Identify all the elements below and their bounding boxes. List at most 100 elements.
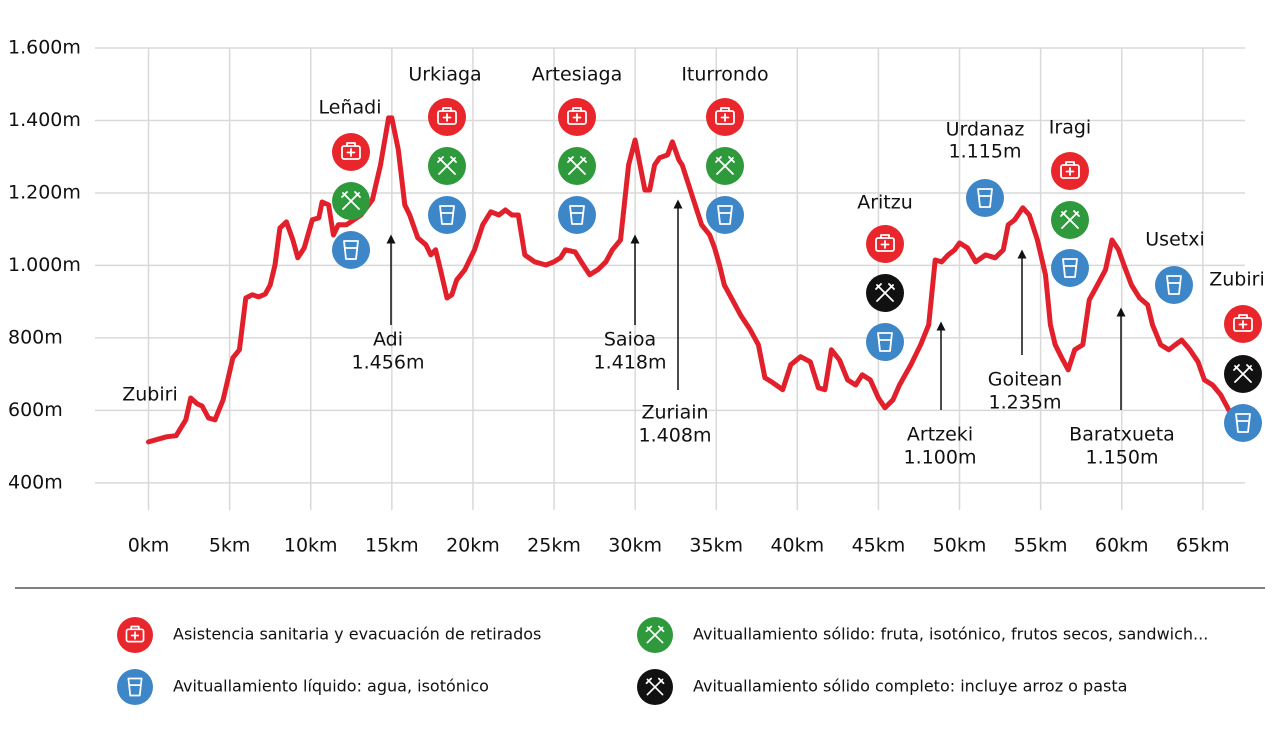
x-tick-label: 35km xyxy=(689,535,743,557)
y-tick-label: 800m xyxy=(8,326,63,348)
y-tick-label: 1.200m xyxy=(8,181,81,203)
x-tick-label: 55km xyxy=(1014,535,1068,557)
icon-glyph xyxy=(977,188,993,208)
service-icon xyxy=(117,617,153,653)
icon-circle xyxy=(428,196,466,234)
service-icon xyxy=(558,98,596,136)
icon-glyph xyxy=(1062,258,1078,278)
station-name: Zubiri xyxy=(122,384,178,406)
peak-elevation: 1.418m xyxy=(594,352,667,374)
peak-elevation: 1.456m xyxy=(352,352,425,374)
station-name: Iragi xyxy=(1049,117,1091,139)
y-tick-label: 600m xyxy=(8,399,63,421)
icon-glyph xyxy=(1060,210,1080,229)
service-icon xyxy=(1051,249,1089,287)
icon-glyph xyxy=(717,205,733,225)
station-elevation: 1.115m xyxy=(949,141,1022,163)
station-name: Iturrondo xyxy=(681,64,768,86)
icon-glyph xyxy=(1233,317,1253,332)
service-icon xyxy=(428,98,466,136)
icon-circle xyxy=(966,179,1004,217)
peak-elevation: 1.150m xyxy=(1086,447,1159,469)
station-name: Leñadi xyxy=(319,97,382,119)
icon-circle xyxy=(117,669,153,705)
service-icon xyxy=(866,225,904,263)
icon-circle xyxy=(1155,266,1193,304)
station-name: Artesiaga xyxy=(532,64,622,86)
x-tick-label: 60km xyxy=(1095,535,1149,557)
icon-glyph xyxy=(439,205,455,225)
x-tick-label: 20km xyxy=(446,535,500,557)
service-icon xyxy=(332,231,370,269)
peak-name: Zuriain xyxy=(641,402,708,424)
service-icon xyxy=(706,147,744,185)
x-tick-label: 0km xyxy=(128,535,170,557)
peak-elevation: 1.408m xyxy=(639,425,712,447)
icon-glyph xyxy=(875,283,895,302)
icon-glyph xyxy=(715,110,735,125)
icon-circle xyxy=(332,231,370,269)
icon-glyph xyxy=(130,625,140,640)
icon-glyph xyxy=(341,145,361,160)
x-tick-label: 45km xyxy=(852,535,906,557)
service-icon xyxy=(1224,305,1262,343)
service-icon xyxy=(1051,152,1089,190)
x-tick-label: 5km xyxy=(209,535,251,557)
peak-name: Baratxueta xyxy=(1069,424,1175,446)
icon-glyph xyxy=(1233,364,1253,383)
peak-name: Adi xyxy=(373,329,403,351)
peak-name: Goitean xyxy=(988,369,1062,391)
icon-circle xyxy=(866,323,904,361)
icon-glyph xyxy=(877,332,893,352)
icon-glyph xyxy=(567,110,587,125)
peak-name: Saioa xyxy=(604,329,656,351)
icon-glyph xyxy=(1065,161,1075,176)
icon-glyph xyxy=(572,107,582,122)
station-name: Urdanaz xyxy=(946,119,1025,141)
service-icon xyxy=(1051,201,1089,239)
icon-glyph xyxy=(127,677,143,697)
x-tick-label: 50km xyxy=(933,535,987,557)
service-icon xyxy=(706,196,744,234)
icon-glyph xyxy=(1166,275,1182,295)
x-tick-label: 10km xyxy=(284,535,338,557)
icon-glyph xyxy=(437,110,457,125)
y-tick-label: 1.000m xyxy=(8,254,81,276)
service-icon xyxy=(866,323,904,361)
icon-glyph xyxy=(343,240,359,260)
peak-name: Artzeki xyxy=(907,424,973,446)
icon-glyph xyxy=(645,625,665,644)
icon-circle xyxy=(1224,404,1262,442)
station-name: Urkiaga xyxy=(408,64,481,86)
service-icon xyxy=(1224,355,1262,393)
legend-label: Asistencia sanitaria y evacuación de ret… xyxy=(173,625,541,644)
icon-circle xyxy=(706,196,744,234)
station-name: Usetxi xyxy=(1145,229,1204,251)
peak-elevation: 1.235m xyxy=(989,392,1062,414)
x-tick-label: 25km xyxy=(527,535,581,557)
x-tick-label: 65km xyxy=(1176,535,1230,557)
service-icon xyxy=(117,669,153,705)
icon-glyph xyxy=(1235,413,1251,433)
icon-glyph xyxy=(715,156,735,175)
peak-elevation: 1.100m xyxy=(904,447,977,469)
service-icon xyxy=(558,147,596,185)
y-tick-label: 1.600m xyxy=(8,37,81,59)
icon-glyph xyxy=(569,205,585,225)
service-icon xyxy=(428,196,466,234)
service-icon xyxy=(866,274,904,312)
service-icon xyxy=(637,669,673,705)
icon-glyph xyxy=(437,156,457,175)
station-name: Aritzu xyxy=(857,192,913,214)
service-icon xyxy=(332,182,370,220)
icon-glyph xyxy=(880,234,890,249)
icon-glyph xyxy=(1238,314,1248,329)
service-icon xyxy=(558,196,596,234)
icon-circle xyxy=(558,196,596,234)
y-tick-label: 400m xyxy=(8,471,63,493)
icon-glyph xyxy=(346,142,356,157)
icon-circle xyxy=(1051,249,1089,287)
service-icon xyxy=(706,98,744,136)
icon-glyph xyxy=(567,156,587,175)
x-tick-label: 30km xyxy=(608,535,662,557)
